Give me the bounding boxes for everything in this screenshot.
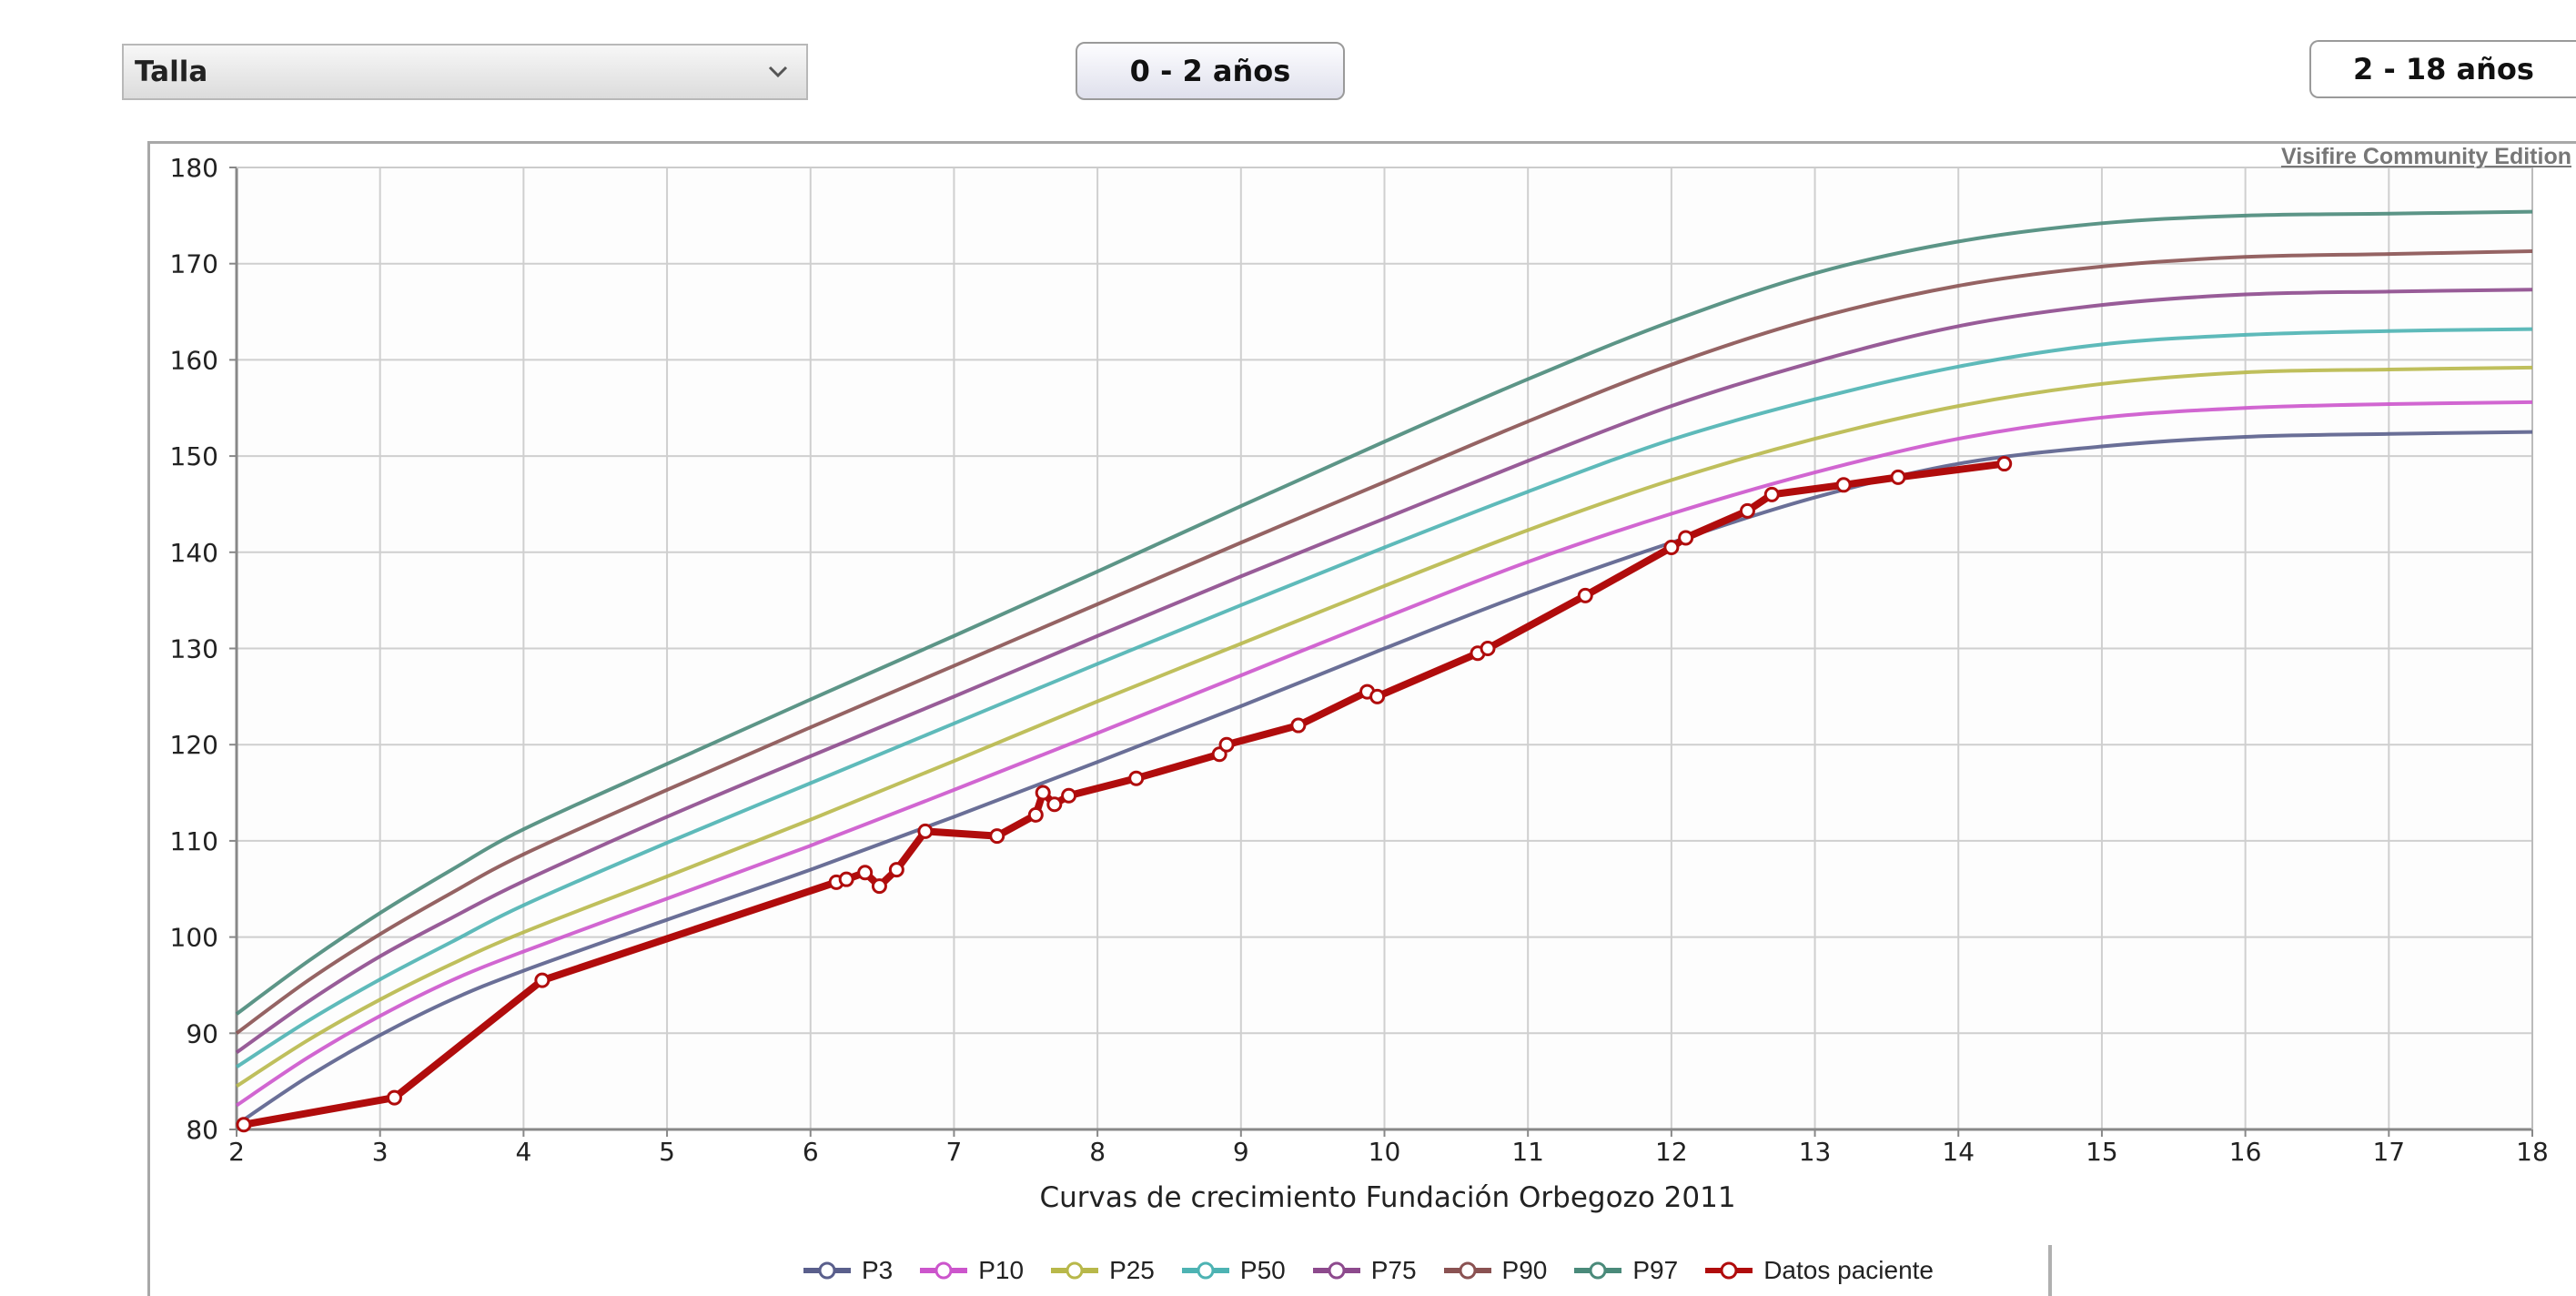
series-line-p90 — [235, 248, 2533, 1035]
measure-select-value: Talla — [135, 56, 208, 88]
legend-label: P90 — [1501, 1256, 1548, 1284]
measure-select[interactable]: Talla — [122, 44, 808, 100]
patient-point — [1835, 477, 1852, 493]
patient-point — [888, 862, 904, 878]
legend-label: P75 — [1370, 1256, 1417, 1284]
x-tick-label: 17 — [2372, 1137, 2405, 1167]
x-axis-title: Curvas de crecimiento Fundación Orbegozo… — [1039, 1181, 1736, 1214]
patient-point — [871, 878, 887, 895]
patient-point — [1996, 456, 2013, 472]
y-tick-label: 120 — [170, 730, 218, 760]
patient-point — [857, 865, 874, 881]
chart-legend: P3 P10 P25 P50 P75 P90 P97 Datos paciente — [687, 1245, 2052, 1296]
range-2-18-button[interactable]: 2 - 18 años — [2309, 40, 2576, 98]
x-tick-label: 15 — [2086, 1137, 2118, 1167]
x-tick-label: 14 — [1942, 1137, 1975, 1167]
patient-point — [534, 972, 551, 988]
series-line-p3 — [235, 430, 2533, 1127]
legend-item[interactable]: P90 — [1442, 1256, 1548, 1285]
y-tick-label: 180 — [170, 153, 218, 183]
series-line-p50 — [235, 327, 2533, 1068]
x-tick-label: 18 — [2516, 1137, 2549, 1167]
legend-item[interactable]: P10 — [918, 1256, 1024, 1285]
legend-label: P3 — [861, 1256, 894, 1284]
y-tick-label: 140 — [170, 538, 218, 568]
watermark-link[interactable]: Visifire Community Edition — [2280, 144, 2571, 169]
legend-marker — [1705, 1261, 1753, 1280]
patient-point — [1663, 540, 1680, 556]
legend-item[interactable]: P3 — [802, 1256, 893, 1285]
x-tick-label: 12 — [1655, 1137, 1688, 1167]
x-tick-label: 6 — [803, 1137, 819, 1167]
legend-label: P25 — [1109, 1256, 1155, 1284]
patient-point — [1577, 587, 1593, 603]
series-line-p25 — [235, 365, 2533, 1088]
patient-point — [1480, 641, 1496, 656]
patient-point — [386, 1089, 402, 1106]
y-tick-label: 110 — [170, 826, 218, 856]
x-tick-label: 10 — [1369, 1137, 1401, 1167]
x-tick-label: 11 — [1511, 1137, 1544, 1167]
legend-marker — [1312, 1261, 1360, 1280]
series-line-p10 — [235, 400, 2533, 1108]
series-line-p75 — [235, 288, 2533, 1055]
legend-item[interactable]: P25 — [1049, 1256, 1155, 1285]
x-tick-label: 13 — [1799, 1137, 1832, 1167]
patient-point — [1290, 717, 1307, 734]
patient-point — [1061, 787, 1077, 804]
legend-marker — [1051, 1261, 1099, 1280]
y-tick-label: 160 — [170, 345, 218, 375]
legend-label: P50 — [1239, 1256, 1286, 1284]
legend-marker — [803, 1261, 851, 1280]
legend-marker — [1181, 1261, 1229, 1280]
x-tick-label: 5 — [659, 1137, 675, 1167]
y-tick-label: 150 — [170, 441, 218, 471]
x-tick-label: 3 — [372, 1137, 389, 1167]
legend-marker — [1574, 1261, 1622, 1280]
legend-item[interactable]: P50 — [1180, 1256, 1286, 1285]
y-tick-label: 170 — [170, 249, 218, 279]
x-tick-label: 2 — [228, 1137, 245, 1167]
legend-item[interactable]: P97 — [1572, 1256, 1678, 1285]
range-0-2-button[interactable]: 0 - 2 años — [1076, 42, 1345, 100]
legend-item[interactable]: Datos paciente — [1703, 1256, 1934, 1285]
legend-label: P97 — [1632, 1256, 1679, 1284]
patient-point — [838, 871, 854, 887]
patient-point — [1763, 486, 1780, 502]
series-line-p97 — [235, 209, 2533, 1016]
patient-point — [1369, 688, 1386, 704]
x-tick-label: 7 — [946, 1137, 963, 1167]
patient-point — [1128, 770, 1145, 786]
patient-point — [989, 828, 1005, 845]
legend-item[interactable]: P75 — [1311, 1256, 1417, 1285]
y-tick-label: 90 — [186, 1018, 218, 1048]
y-tick-label: 100 — [170, 923, 218, 953]
y-tick-label: 80 — [186, 1115, 218, 1145]
y-tick-label: 130 — [170, 634, 218, 664]
x-tick-label: 4 — [515, 1137, 531, 1167]
x-tick-label: 16 — [2229, 1137, 2262, 1167]
patient-point — [1027, 806, 1044, 823]
patient-point — [1046, 796, 1063, 813]
legend-marker — [920, 1261, 968, 1280]
patient-point — [1218, 736, 1235, 753]
legend-label: P10 — [978, 1256, 1025, 1284]
patient-point — [1678, 530, 1694, 546]
patient-point — [236, 1117, 252, 1133]
patient-point — [1890, 469, 1906, 485]
patient-point — [1739, 502, 1755, 519]
legend-marker — [1443, 1261, 1491, 1280]
legend-label: Datos paciente — [1763, 1256, 1934, 1284]
x-tick-label: 8 — [1089, 1137, 1106, 1167]
x-tick-label: 9 — [1233, 1137, 1249, 1167]
patient-point — [917, 823, 934, 839]
patient-point — [1035, 785, 1051, 801]
chevron-down-icon — [764, 58, 792, 86]
